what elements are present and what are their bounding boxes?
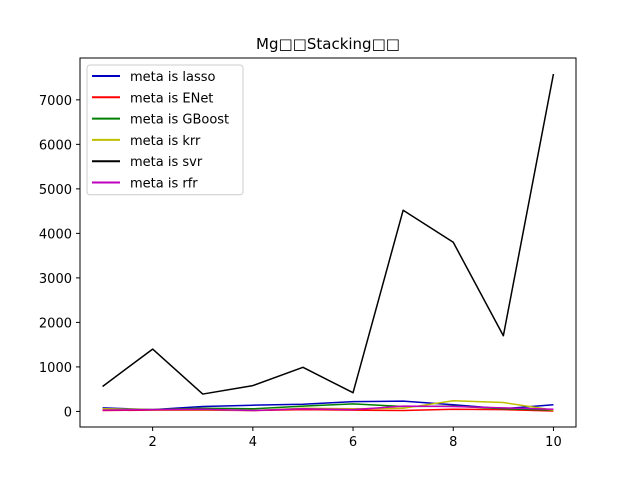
y-tick-label-4: 4000 xyxy=(39,227,72,242)
y-tick-label-1: 1000 xyxy=(39,361,72,376)
legend-label-1: meta is ENet xyxy=(130,91,213,106)
y-tick-label-3: 3000 xyxy=(39,272,72,287)
x-tick-label-0: 2 xyxy=(149,435,157,450)
y-tick-label-6: 6000 xyxy=(39,138,72,153)
axes-frame xyxy=(79,57,577,428)
legend-label-4: meta is svr xyxy=(130,155,203,170)
y-tick-label-5: 5000 xyxy=(39,183,72,198)
legend-label-5: meta is rfr xyxy=(130,177,198,192)
legend-label-3: meta is krr xyxy=(130,134,201,149)
series-line-4 xyxy=(102,73,555,395)
legend-label-2: meta is GBoost xyxy=(130,113,229,128)
chart-title: Mg□□Stacking□□ xyxy=(256,35,400,53)
series-line-5 xyxy=(102,405,554,412)
legend-label-0: meta is lasso xyxy=(130,70,215,85)
y-tick-label-7: 7000 xyxy=(39,94,72,109)
axes: 2 4 6 8 10 0 1000 2000 3000 4000 5000 6000 7000 xyxy=(39,57,577,450)
x-tick-label-4: 10 xyxy=(545,435,562,450)
x-tick-label-3: 8 xyxy=(449,435,457,450)
x-tick-label-1: 4 xyxy=(249,435,257,450)
plot-area xyxy=(102,73,555,412)
y-tick-label-2: 2000 xyxy=(39,316,72,331)
x-tick-label-2: 6 xyxy=(349,435,357,450)
legend: meta is lasso meta is ENet meta is GBoost m… xyxy=(86,64,244,196)
y-tick-label-0: 0 xyxy=(64,405,72,420)
legend-box xyxy=(86,64,244,196)
